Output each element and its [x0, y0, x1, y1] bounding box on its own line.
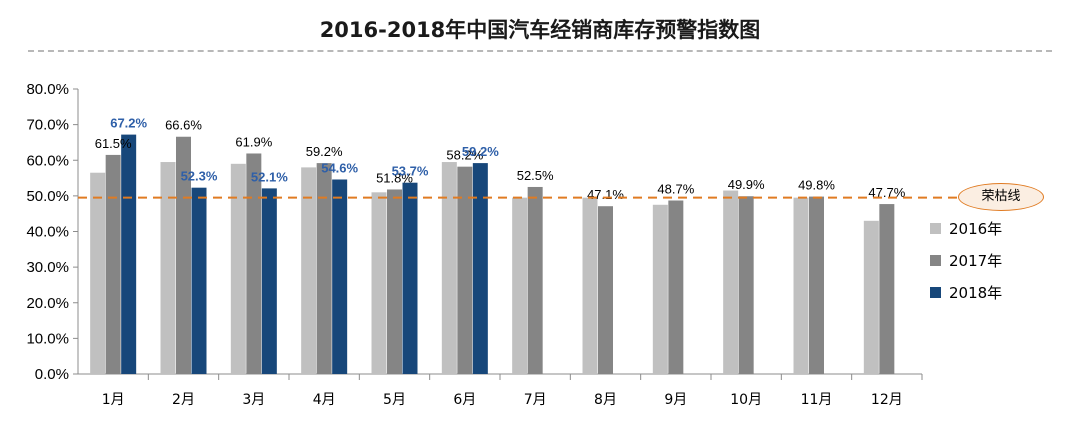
bar-2016年-3月: [230, 163, 246, 374]
legend-label-2018: 2018年: [949, 283, 1003, 302]
legend-swatch-2018: [930, 286, 941, 298]
legend-item-2018: 2018年: [930, 276, 1002, 308]
bar-2018年-4月: [332, 179, 348, 374]
data-label: 47.1%: [587, 187, 624, 202]
x-tick-label: 4月: [313, 392, 336, 408]
bar-2017年-1月: [105, 154, 121, 374]
bar-2018年-2月: [191, 187, 207, 374]
x-tick-label: 10月: [730, 392, 762, 408]
data-label: 67.2%: [110, 116, 147, 131]
data-label: 66.6%: [165, 118, 202, 133]
bar-2017年-6月: [457, 166, 473, 374]
bar-2016年-1月: [90, 172, 106, 374]
y-tick-label: 10.0%: [26, 330, 69, 347]
data-label: 49.8%: [798, 178, 835, 193]
title-divider: [28, 50, 1052, 52]
y-tick-label: 30.0%: [26, 259, 69, 276]
bar-2016年-7月: [512, 197, 528, 374]
data-label: 52.3%: [181, 169, 218, 184]
x-tick-label: 7月: [524, 392, 547, 408]
bar-2017年-5月: [387, 189, 402, 374]
bar-2016年-5月: [371, 192, 387, 374]
y-tick-label: 40.0%: [26, 224, 69, 241]
bar-2017年-9月: [668, 200, 684, 374]
x-tick-label: 1月: [102, 392, 125, 408]
x-tick-label: 12月: [871, 392, 903, 408]
x-tick-label: 8月: [594, 392, 617, 408]
bar-2018年-3月: [261, 188, 277, 374]
legend: 2016年 2017年 2018年: [930, 212, 1002, 308]
x-tick-label: 9月: [664, 392, 687, 408]
bar-2016年-12月: [863, 220, 879, 374]
y-tick-label: 70.0%: [26, 117, 69, 134]
data-label: 53.7%: [392, 164, 429, 179]
bar-2017年-4月: [316, 163, 332, 374]
data-label: 61.5%: [95, 136, 132, 151]
data-label: 54.6%: [321, 160, 358, 175]
bar-2017年-3月: [246, 153, 262, 374]
bar-2017年-12月: [879, 204, 895, 374]
data-label: 51.8%: [376, 170, 413, 185]
bar-2016年-8月: [582, 197, 598, 374]
y-tick-label: 0.0%: [35, 366, 69, 383]
bar-2017年-8月: [598, 206, 613, 374]
legend-label-2017: 2017年: [949, 251, 1003, 270]
bar-2016年-11月: [793, 197, 809, 374]
data-label: 49.9%: [728, 177, 765, 192]
legend-item-2017: 2017年: [930, 244, 1002, 276]
data-label: 58.2%: [446, 148, 483, 163]
bar-2016年-2月: [160, 162, 176, 374]
y-tick-label: 50.0%: [26, 188, 69, 205]
y-tick-label: 80.0%: [26, 81, 69, 98]
data-label: 61.9%: [235, 134, 272, 149]
x-tick-label: 11月: [801, 392, 833, 408]
bar-2016年-10月: [723, 190, 739, 374]
data-label: 47.7%: [868, 185, 905, 200]
y-tick-label: 20.0%: [26, 295, 69, 312]
x-tick-label: 2月: [172, 392, 195, 408]
bar-2018年-1月: [121, 134, 137, 374]
legend-swatch-2017: [930, 254, 941, 266]
bar-2016年-9月: [652, 204, 668, 374]
data-label: 48.7%: [657, 182, 694, 197]
x-tick-label: 6月: [453, 392, 476, 408]
x-tick-label: 3月: [242, 392, 265, 408]
bar-2016年-6月: [441, 162, 457, 374]
legend-swatch-2016: [930, 222, 941, 234]
bar-2016年-4月: [301, 167, 317, 374]
x-tick-label: 5月: [383, 392, 406, 408]
legend-item-2016: 2016年: [930, 212, 1002, 244]
y-tick-label: 60.0%: [26, 152, 69, 169]
data-label: 52.1%: [251, 169, 288, 184]
bar-2018年-5月: [402, 182, 418, 374]
bar-2017年-11月: [809, 196, 824, 374]
bar-2017年-2月: [176, 136, 191, 374]
legend-label-2016: 2016年: [949, 219, 1003, 238]
data-label: 59.2%: [306, 144, 343, 159]
data-label: 52.5%: [517, 168, 554, 183]
bar-2017年-7月: [527, 186, 543, 374]
bar-2018年-6月: [472, 163, 488, 374]
chart-title: 2016-2018年中国汽车经销商库存预警指数图: [319, 18, 761, 42]
reference-line-badge: 荣枯线: [958, 183, 1044, 211]
bar-2017年-10月: [738, 196, 754, 374]
data-label: 59.2%: [462, 144, 499, 159]
